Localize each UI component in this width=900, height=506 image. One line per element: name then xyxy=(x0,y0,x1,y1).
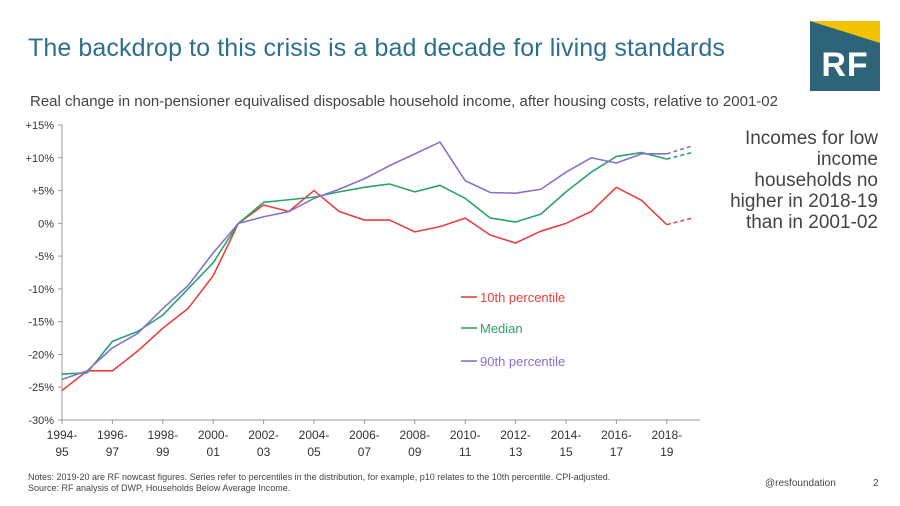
y-tick-label: -25% xyxy=(28,382,54,394)
legend-label: Median xyxy=(480,321,523,336)
y-tick-label: -10% xyxy=(28,284,54,296)
y-tick-label: +5% xyxy=(32,186,55,198)
chart-annotation: Incomes for low income households no hig… xyxy=(730,128,878,233)
series-nowcast-10th-percentile xyxy=(666,217,693,226)
x-tick-label: 2012- xyxy=(500,428,531,442)
y-tick-label: +10% xyxy=(26,153,55,165)
legend-label: 10th percentile xyxy=(480,290,565,305)
x-tick-label: 09 xyxy=(408,445,422,459)
x-tick-label: 1998- xyxy=(147,428,178,442)
x-tick-label: 19 xyxy=(660,445,674,459)
notes-line: Notes: 2019-20 are RF nowcast figures. S… xyxy=(28,472,611,482)
x-tick-label: 99 xyxy=(156,445,170,459)
x-tick-label: 2008- xyxy=(399,428,430,442)
x-tick-label: 97 xyxy=(106,445,120,459)
logo-accent xyxy=(810,21,880,43)
x-tick-label: 95 xyxy=(55,445,69,459)
x-tick-label: 03 xyxy=(257,445,271,459)
chart-notes: Notes: 2019-20 are RF nowcast figures. S… xyxy=(28,472,668,494)
y-tick-label: +15% xyxy=(26,120,55,132)
y-tick-label: 0% xyxy=(38,218,54,230)
x-tick-label: 11 xyxy=(459,445,472,459)
x-tick-label: 2000- xyxy=(198,428,229,442)
y-tick-label: -5% xyxy=(34,251,54,263)
slide-title: The backdrop to this crisis is a bad dec… xyxy=(28,34,726,62)
x-tick-label: 07 xyxy=(358,445,372,459)
x-tick-label: 2018- xyxy=(651,428,682,442)
x-tick-label: 2006- xyxy=(349,428,380,442)
series-nowcast-median xyxy=(666,151,693,160)
series-line-90th-percentile xyxy=(61,141,667,381)
chart-legend: 10th percentile Median 90th percentile xyxy=(461,290,565,369)
x-tick-label: 01 xyxy=(207,445,221,459)
series-nowcast-90th-percentile xyxy=(666,145,693,155)
x-tick-label: 2016- xyxy=(601,428,632,442)
y-tick-label: -20% xyxy=(28,349,54,361)
twitter-handle[interactable]: @resfoundation xyxy=(765,478,836,489)
chart-title: Real change in non-pensioner equivalised… xyxy=(30,93,778,110)
x-tick-label: 1996- xyxy=(97,428,128,442)
series-line-10th-percentile xyxy=(61,186,668,392)
x-tick-label: 15 xyxy=(559,445,573,459)
source-line: Source: RF analysis of DWP, Households B… xyxy=(28,483,291,493)
page-number: 2 xyxy=(873,478,879,489)
x-tick-label: 2004- xyxy=(299,428,330,442)
x-tick-label: 2002- xyxy=(248,428,279,442)
x-tick-label: 2010- xyxy=(450,428,481,442)
chart-series xyxy=(61,141,693,392)
rf-logo: RF xyxy=(810,21,880,91)
x-tick-label: 13 xyxy=(509,445,523,459)
x-tick-label: 05 xyxy=(307,445,321,459)
logo-text: RF xyxy=(821,46,869,84)
x-tick-label: 17 xyxy=(610,445,624,459)
x-tick-label: 2014- xyxy=(551,428,582,442)
chart-axes: +15% +10% +5% 0% -5% -10% -15% -20% -25% -30%1994… xyxy=(26,120,700,459)
legend-label: 90th percentile xyxy=(480,354,565,369)
x-tick-label: 1994- xyxy=(47,428,78,442)
series-line-median xyxy=(61,151,668,375)
y-tick-label: -15% xyxy=(28,317,54,329)
y-tick-label: -30% xyxy=(28,415,54,427)
